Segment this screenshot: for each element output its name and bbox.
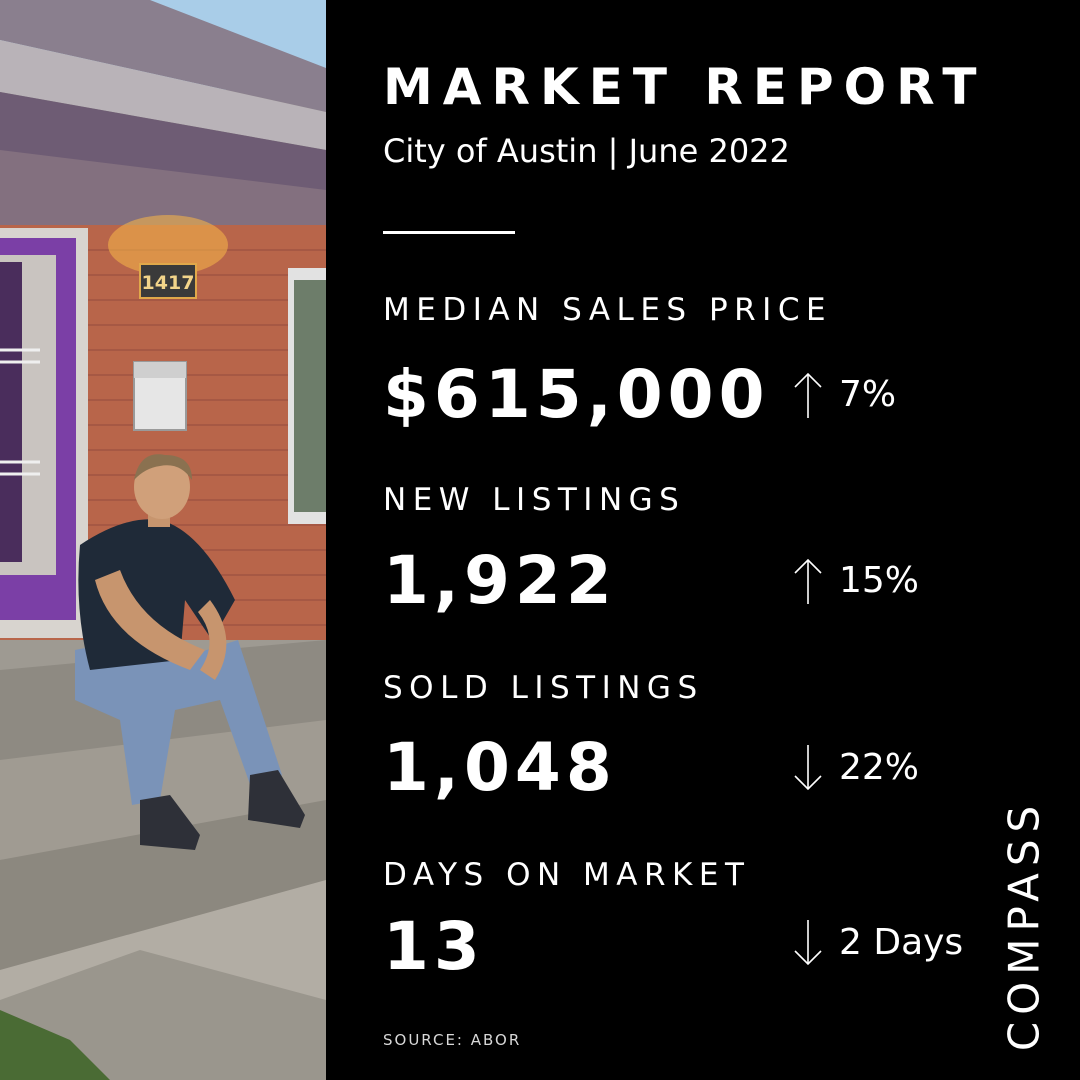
median-sales-price-label: MEDIAN SALES PRICE — [383, 292, 833, 328]
days-on-market-change: 2 Days — [791, 918, 963, 968]
days-on-market-value: 13 — [383, 908, 485, 985]
report-title: MARKET REPORT — [383, 58, 987, 116]
report-subtitle: City of Austin | June 2022 — [383, 132, 790, 170]
sold-listings-change: 22% — [791, 743, 919, 793]
new-listings-value: 1,922 — [383, 542, 617, 619]
compass-logo: COMPASS — [999, 798, 1049, 1052]
arrow-down-icon — [794, 920, 822, 966]
change-text: 22% — [839, 747, 920, 788]
sold-listings-value: 1,048 — [383, 729, 617, 806]
market-report-panel: MARKET REPORT City of Austin | June 2022… — [326, 0, 1080, 1080]
change-text: 7% — [839, 374, 897, 415]
house-number: 1417 — [142, 272, 195, 294]
median-sales-price-change: 7% — [791, 370, 896, 420]
arrow-up-icon — [794, 372, 822, 418]
arrow-down-icon — [794, 745, 822, 791]
source-note: SOURCE: ABOR — [383, 1031, 522, 1049]
new-listings-label: NEW LISTINGS — [383, 482, 686, 518]
change-text: 2 Days — [839, 922, 964, 963]
person-figure — [75, 454, 305, 850]
change-text: 15% — [839, 560, 920, 601]
new-listings-change: 15% — [791, 556, 919, 606]
divider-line — [383, 231, 515, 234]
days-on-market-label: DAYS ON MARKET — [383, 857, 751, 893]
house-photo: 1417 — [0, 0, 326, 1080]
arrow-up-icon — [794, 558, 822, 604]
median-sales-price-value: $615,000 — [383, 356, 770, 433]
sold-listings-label: SOLD LISTINGS — [383, 670, 704, 706]
